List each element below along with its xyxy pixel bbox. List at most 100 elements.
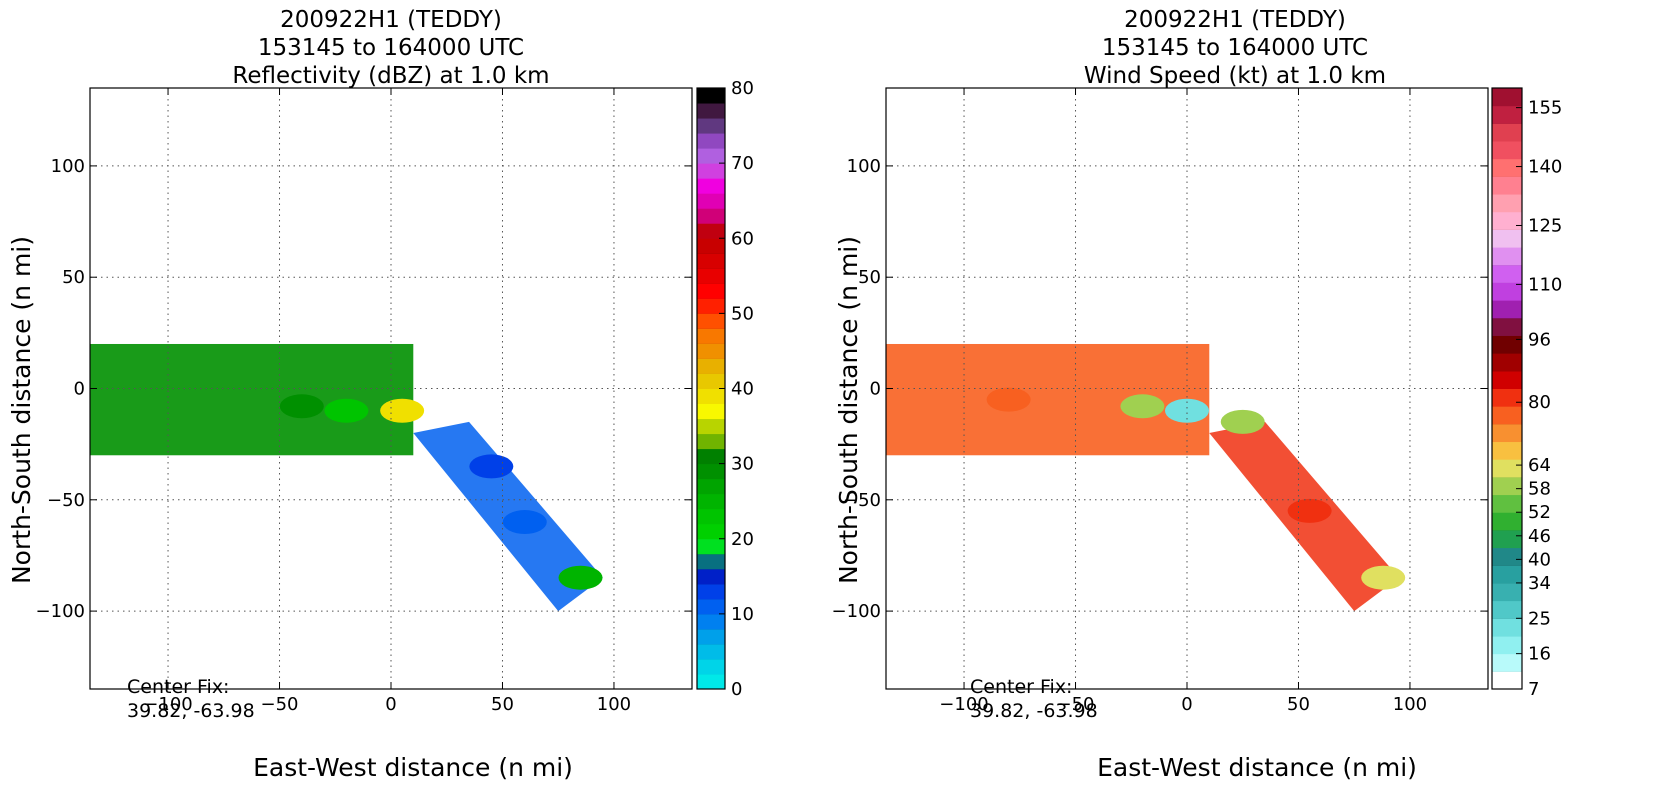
- title-line-1: 200922H1 (TEDDY): [1124, 7, 1346, 33]
- colorbar-tick-label: 58: [1528, 479, 1551, 500]
- colorbar-swatch: [1492, 88, 1522, 107]
- data-feature: [1120, 394, 1165, 419]
- y-tick-label: 50: [858, 267, 881, 288]
- colorbar-tick-label: 16: [1528, 644, 1551, 665]
- colorbar-tick-label: 110: [1528, 274, 1562, 295]
- colorbar-swatch: [1492, 176, 1522, 195]
- x-axis-label: East-West distance (n mi): [1097, 753, 1417, 782]
- colorbar-swatch: [1492, 229, 1522, 248]
- colorbar-swatch: [1492, 194, 1522, 213]
- colorbar-tick-label: 80: [1528, 392, 1551, 413]
- data-feature: [1220, 409, 1265, 434]
- center-fix-value: 39.82, -63.98: [127, 700, 255, 722]
- colorbar-swatch: [697, 283, 725, 299]
- colorbar-tick-label: 20: [731, 529, 754, 550]
- colorbar-tick-label: 7: [1528, 679, 1539, 700]
- colorbar-tick-label: 140: [1528, 157, 1562, 178]
- colorbar-swatch: [697, 268, 725, 284]
- colorbar-tick-label: 10: [731, 604, 754, 625]
- colorbar-swatch: [697, 373, 725, 389]
- data-field: [886, 343, 1406, 612]
- colorbar-swatch: [697, 628, 725, 645]
- colorbar-swatch: [1492, 105, 1522, 124]
- colorbar-swatch: [1492, 141, 1522, 160]
- colorbar-swatch: [1492, 158, 1522, 177]
- colorbar-tick-label: 30: [731, 454, 754, 475]
- colorbar-tick-label: 64: [1528, 455, 1551, 476]
- colorbar-swatch: [1492, 618, 1522, 637]
- x-tick-label: 50: [1287, 694, 1310, 715]
- colorbar-swatch: [697, 298, 725, 314]
- colorbar-tick-label: 80: [731, 78, 754, 99]
- colorbar-swatch: [697, 163, 725, 179]
- colorbar-tick-label: 0: [731, 679, 742, 700]
- x-tick-label: −100: [143, 694, 192, 715]
- colorbar-swatch: [1492, 476, 1522, 496]
- x-tick-label: −50: [261, 694, 299, 715]
- colorbar-swatch: [697, 418, 725, 435]
- x-tick-label: 50: [491, 694, 514, 715]
- colorbar-swatch: [697, 598, 725, 615]
- colorbar-tick-label: 46: [1528, 526, 1551, 547]
- colorbar-swatch: [1492, 635, 1522, 655]
- data-feature: [558, 565, 603, 590]
- data-feature: [324, 398, 369, 423]
- title-line-3: Wind Speed (kt) at 1.0 km: [1084, 63, 1386, 89]
- colorbar-swatch: [697, 523, 725, 540]
- data-field: [90, 343, 603, 612]
- x-tick-label: −50: [1057, 694, 1095, 715]
- colorbar-swatch: [1492, 388, 1522, 407]
- center-fix-annotation: Center Fix: 39.82, -63.98: [127, 676, 255, 722]
- colorbar-swatch: [697, 403, 725, 420]
- x-tick-label: 100: [597, 694, 631, 715]
- colorbar-tick-label: 155: [1528, 98, 1562, 119]
- chart-title: 200922H1 (TEDDY) 153145 to 164000 UTC Wi…: [1084, 7, 1386, 89]
- colorbar-swatch: [697, 148, 725, 164]
- colorbar-swatch: [697, 388, 725, 405]
- colorbar-swatch: [697, 448, 725, 465]
- x-tick-label: 0: [1181, 694, 1192, 715]
- center-fix-annotation: Center Fix: 39.82, -63.98: [970, 676, 1098, 722]
- y-tick-label: −100: [36, 601, 85, 622]
- colorbar-swatch: [1492, 370, 1522, 389]
- y-tick-label: −50: [843, 490, 881, 511]
- center-fix-label: Center Fix:: [127, 676, 229, 698]
- colorbar-swatch: [1492, 282, 1522, 301]
- y-axis-label: North-South distance (n mi): [834, 236, 863, 584]
- colorbar-swatch: [1492, 406, 1522, 425]
- colorbar-swatch: [697, 673, 725, 690]
- colorbar-swatch: [1492, 600, 1522, 619]
- colorbar-swatch: [697, 493, 725, 510]
- center-fix-value: 39.82, -63.98: [970, 700, 1098, 722]
- colorbar-swatch: [697, 343, 725, 359]
- colorbar-swatch: [1492, 512, 1522, 531]
- colorbar-tick-label: 60: [731, 228, 754, 249]
- chart-title: 200922H1 (TEDDY) 153145 to 164000 UTC Re…: [232, 7, 549, 89]
- colorbar-frame: [1491, 87, 1523, 690]
- colorbar-swatch: [697, 643, 725, 660]
- grid: [886, 88, 1488, 689]
- reflectivity-panel: 200922H1 (TEDDY) 153145 to 164000 UTC Re…: [7, 7, 754, 782]
- x-tick-label: −100: [939, 694, 988, 715]
- wind-speed-panel: 200922H1 (TEDDY) 153145 to 164000 UTC Wi…: [832, 7, 1563, 782]
- colorbar-swatch: [1492, 211, 1522, 230]
- colorbar-swatch: [1492, 335, 1522, 354]
- y-axis-label: North-South distance (n mi): [7, 236, 36, 584]
- colorbar-swatch: [1492, 423, 1522, 443]
- rainband-region: [886, 343, 1210, 456]
- colorbar-swatch: [697, 478, 725, 495]
- plot-frame: [89, 87, 693, 690]
- data-feature: [1165, 398, 1209, 423]
- colorbar-swatch: [697, 358, 725, 374]
- y-tick-label: −100: [832, 601, 881, 622]
- colorbar-swatch: [1492, 529, 1522, 549]
- y-tick-label: 100: [847, 156, 881, 177]
- colorbar-swatch: [1492, 494, 1522, 513]
- colorbar-swatch: [697, 433, 725, 450]
- colorbar-swatch: [1492, 582, 1522, 602]
- axis-ticks: −100 −50 0 50 100 100 50 0 −50 −100: [36, 88, 692, 715]
- colorbar-swatch: [697, 223, 725, 239]
- colorbar-swatch: [697, 613, 725, 630]
- colorbar-swatch: [697, 568, 725, 585]
- plot-frame: [885, 87, 1489, 690]
